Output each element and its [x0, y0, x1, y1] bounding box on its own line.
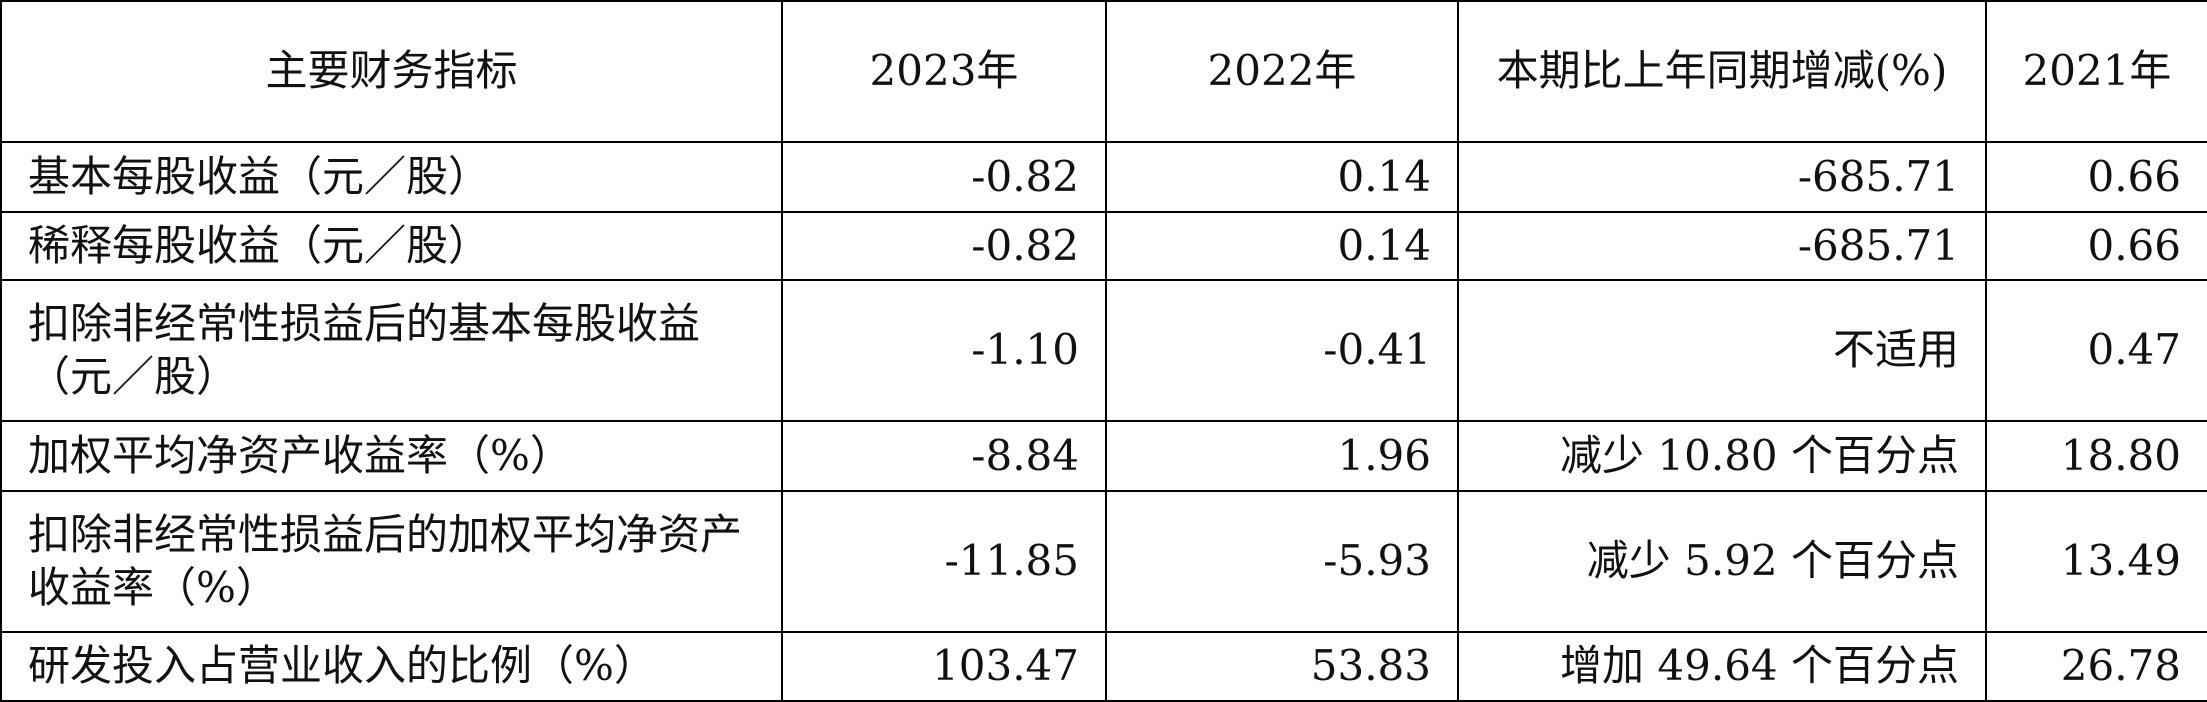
- table-row: 稀释每股收益（元／股） -0.82 0.14 -685.71 0.66: [0, 211, 2207, 281]
- cell: 13.49: [1985, 490, 2207, 633]
- row-label: 扣除非经常性损益后的基本每股收益（元／股）: [0, 279, 783, 422]
- cell: -0.41: [1105, 279, 1459, 422]
- cell: 0.14: [1105, 141, 1459, 213]
- cell: -5.93: [1105, 490, 1459, 633]
- header-cell: 2023年: [781, 0, 1107, 143]
- table-row: 基本每股收益（元／股） -0.82 0.14 -685.71 0.66: [0, 141, 2207, 213]
- cell: -0.82: [781, 211, 1107, 281]
- cell: 减少 10.80 个百分点: [1457, 420, 1987, 492]
- header-cell: 2022年: [1105, 0, 1459, 143]
- row-label: 稀释每股收益（元／股）: [0, 211, 783, 281]
- row-label: 扣除非经常性损益后的加权平均净资产收益率（%）: [0, 490, 783, 633]
- cell: 1.96: [1105, 420, 1459, 492]
- table-row: 扣除非经常性损益后的加权平均净资产收益率（%） -11.85 -5.93 减少 5.9…: [0, 490, 2207, 633]
- cell: -11.85: [781, 490, 1107, 633]
- table-row: 加权平均净资产收益率（%） -8.84 1.96 减少 10.80 个百分点 18.80: [0, 420, 2207, 492]
- row-label: 基本每股收益（元／股）: [0, 141, 783, 213]
- cell: 不适用: [1457, 279, 1987, 422]
- cell: 增加 49.64 个百分点: [1457, 631, 1987, 702]
- cell: -8.84: [781, 420, 1107, 492]
- row-label: 研发投入占营业收入的比例（%）: [0, 631, 783, 702]
- header-cell: 主要财务指标: [0, 0, 783, 143]
- cell: -0.82: [781, 141, 1107, 213]
- cell: 26.78: [1985, 631, 2207, 702]
- row-label: 加权平均净资产收益率（%）: [0, 420, 783, 492]
- header-cell: 本期比上年同期增减(%): [1457, 0, 1987, 143]
- cell: -1.10: [781, 279, 1107, 422]
- cell: 53.83: [1105, 631, 1459, 702]
- table-body: 基本每股收益（元／股） -0.82 0.14 -685.71 0.66 稀释每股收益（元／…: [0, 141, 2207, 702]
- header-row: 主要财务指标 2023年 2022年 本期比上年同期增减(%) 2021年: [0, 0, 2207, 143]
- header-cell: 2021年: [1985, 0, 2207, 143]
- cell: 0.66: [1985, 211, 2207, 281]
- cell: 0.47: [1985, 279, 2207, 422]
- cell: 0.14: [1105, 211, 1459, 281]
- cell: 减少 5.92 个百分点: [1457, 490, 1987, 633]
- cell: 0.66: [1985, 141, 2207, 213]
- table-row: 扣除非经常性损益后的基本每股收益（元／股） -1.10 -0.41 不适用 0.47: [0, 279, 2207, 422]
- cell: 103.47: [781, 631, 1107, 702]
- table-row: 研发投入占营业收入的比例（%） 103.47 53.83 增加 49.64 个百分点 2…: [0, 631, 2207, 702]
- cell: 18.80: [1985, 420, 2207, 492]
- cell: -685.71: [1457, 211, 1987, 281]
- cell: -685.71: [1457, 141, 1987, 213]
